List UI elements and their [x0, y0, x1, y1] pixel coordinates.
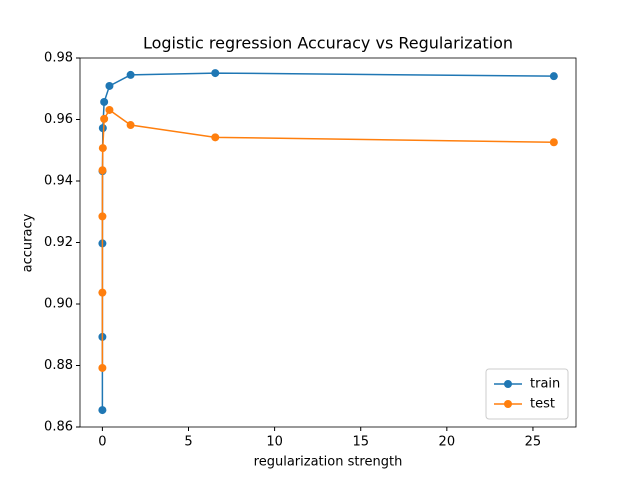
y-tick-label: 0.86: [44, 420, 73, 435]
marker: [549, 138, 558, 147]
legend-label: train: [530, 377, 560, 392]
legend-marker: [504, 400, 512, 408]
marker: [549, 72, 558, 81]
y-axis-label: accuracy: [21, 213, 36, 272]
marker: [98, 212, 107, 221]
y-tick-label: 0.96: [44, 112, 73, 127]
y-tick-label: 0.92: [44, 235, 73, 250]
marker: [211, 69, 220, 78]
marker: [105, 105, 114, 114]
x-tick-label: 10: [266, 435, 283, 450]
y-tick-label: 0.94: [44, 174, 73, 189]
legend-marker: [504, 380, 512, 388]
line: [101, 72, 554, 411]
marker: [98, 406, 107, 415]
chart-title: Logistic regression Accuracy vs Regulari…: [143, 34, 513, 53]
x-tick-label: 15: [352, 435, 369, 450]
marker: [98, 144, 107, 153]
marker: [100, 114, 109, 123]
x-tick-label: 5: [184, 435, 192, 450]
y-tick-label: 0.88: [44, 358, 73, 373]
y-tick-label: 0.90: [44, 297, 73, 312]
marker: [98, 166, 107, 175]
plot-frame: [79, 57, 577, 428]
line: [101, 108, 554, 368]
marker: [98, 124, 107, 133]
x-tick-label: 20: [439, 435, 456, 450]
marker: [211, 133, 220, 142]
x-tick-label: 25: [525, 435, 542, 450]
marker: [126, 70, 135, 79]
legend-label: test: [530, 397, 555, 412]
marker: [98, 363, 107, 372]
x-axis-label: regularization strength: [254, 455, 403, 470]
marker: [98, 288, 107, 297]
marker: [126, 121, 135, 130]
marker: [100, 97, 109, 106]
x-tick-label: 0: [98, 435, 106, 450]
marker: [105, 81, 114, 90]
y-tick-label: 0.98: [44, 51, 73, 66]
